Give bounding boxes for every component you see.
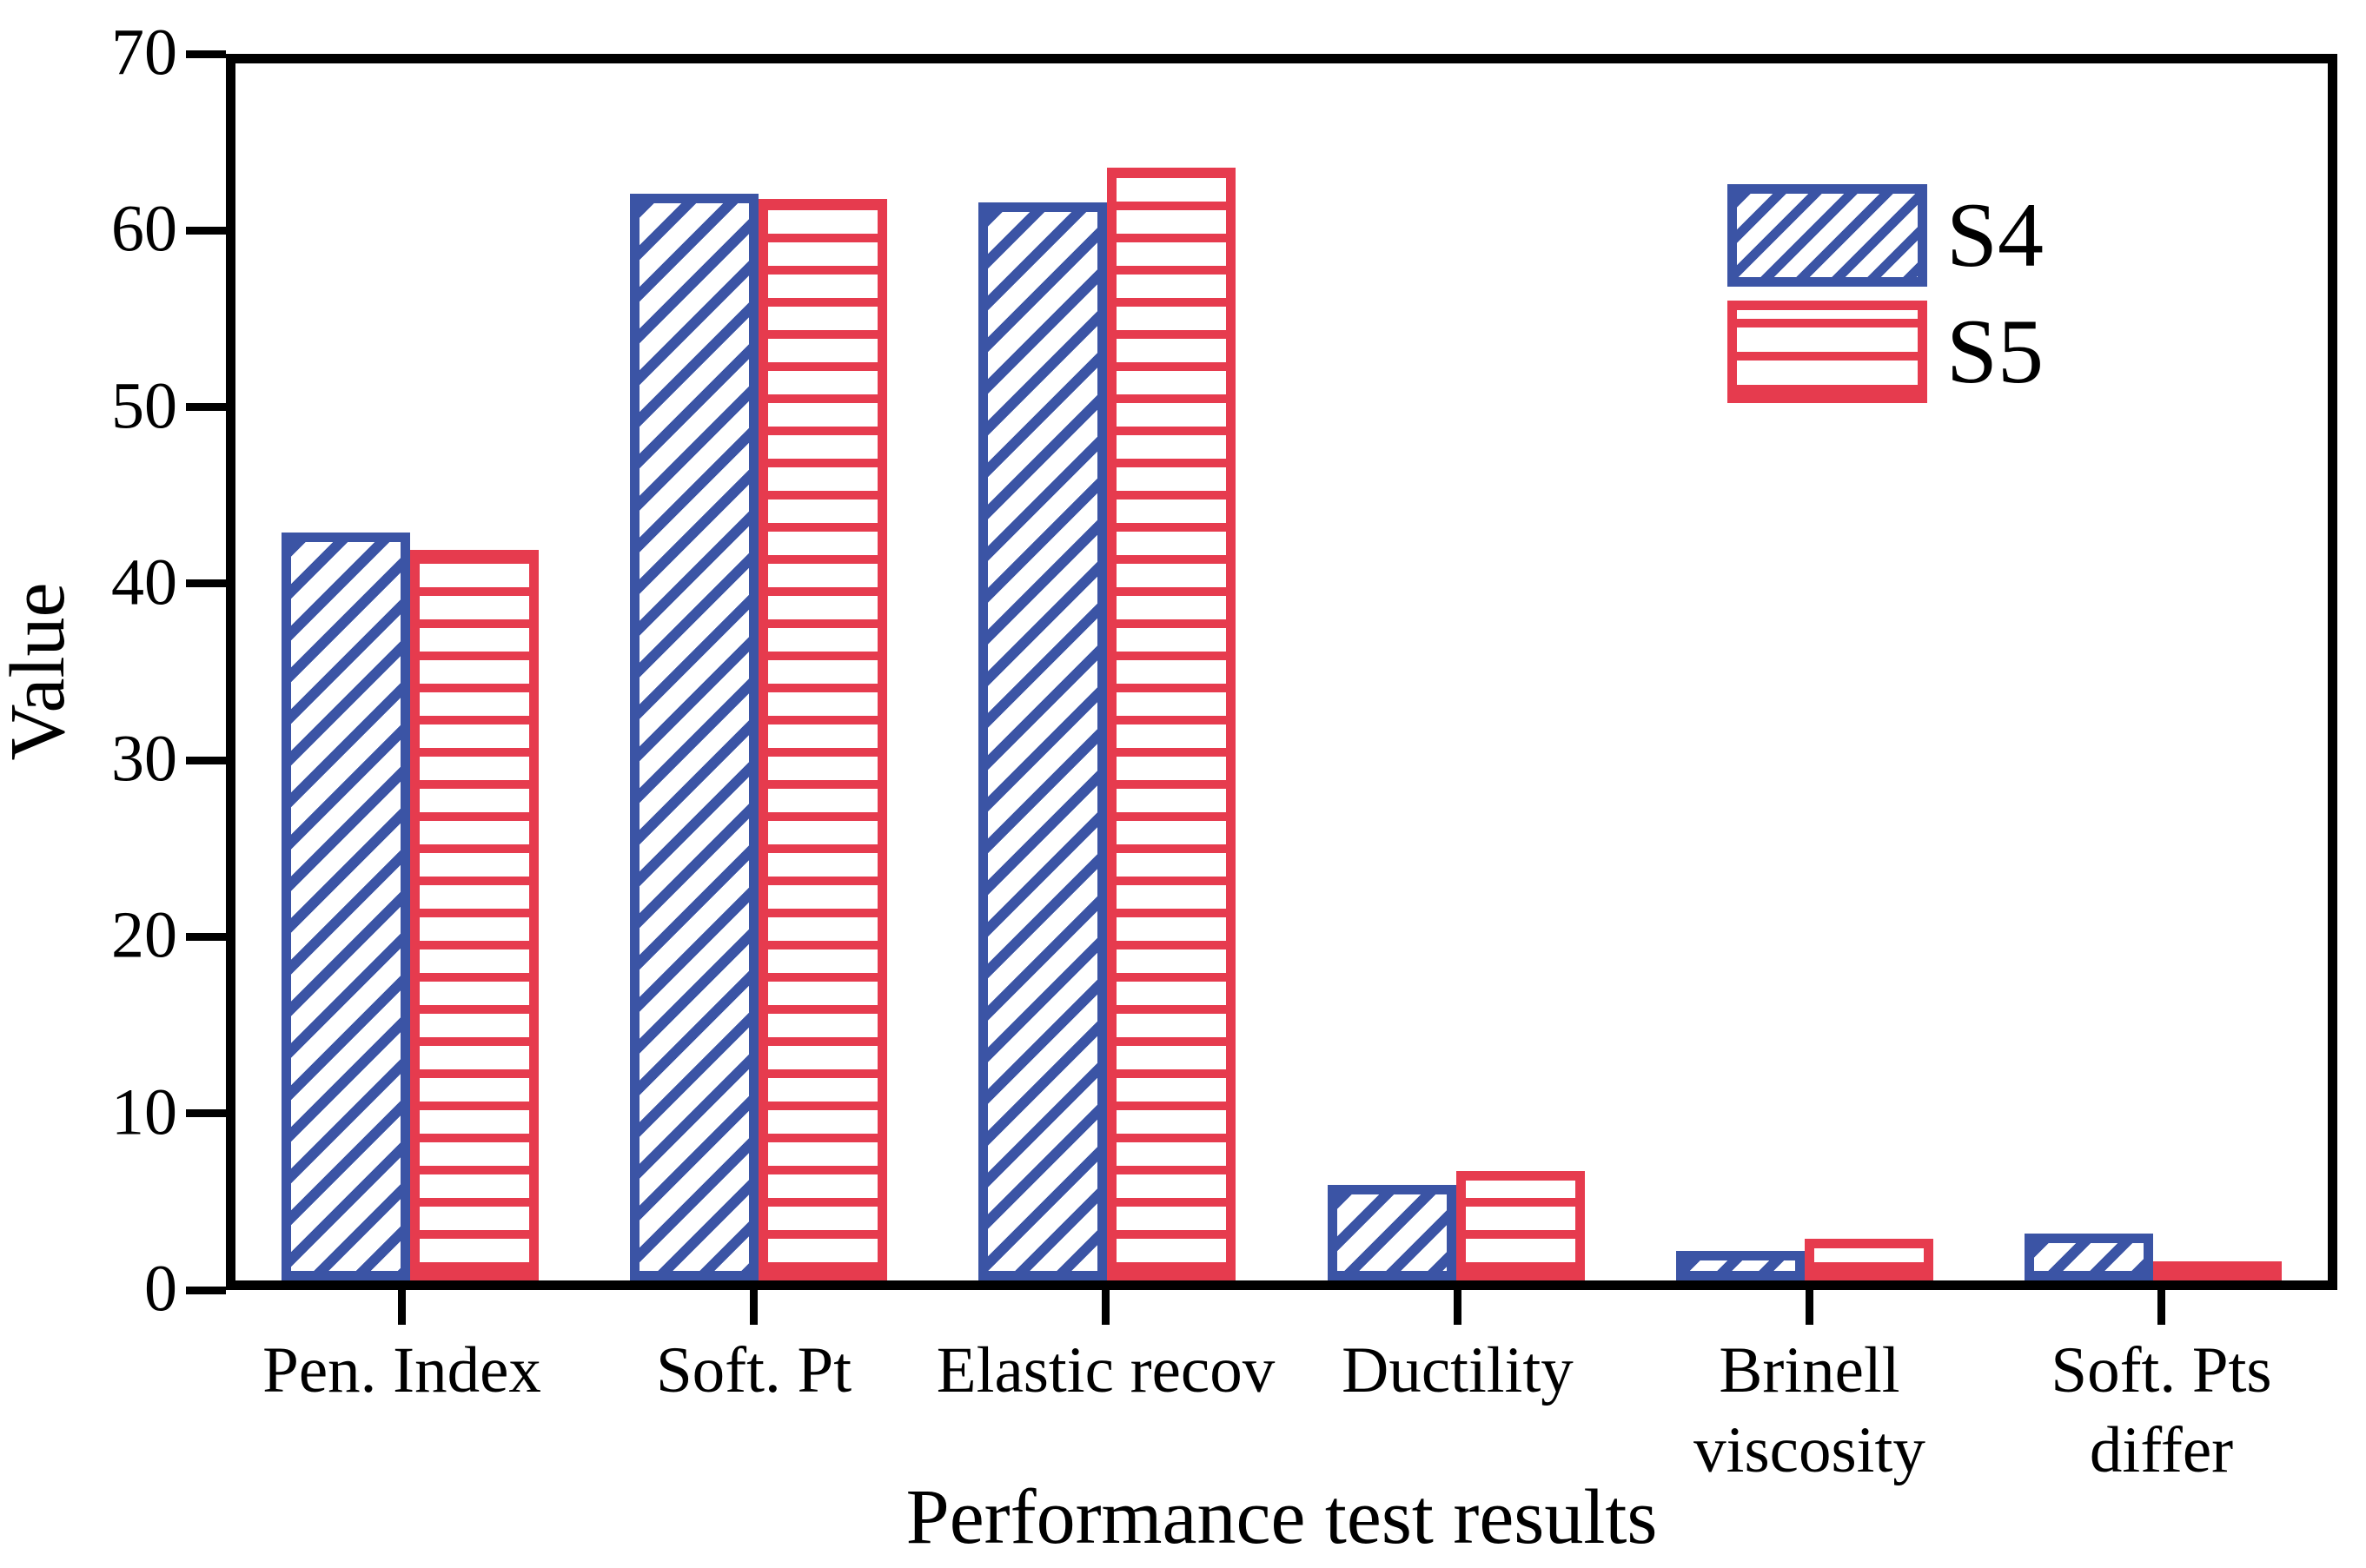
category-label-soft-pts-differ: Soft. Pts differ <box>2051 1334 2272 1486</box>
y-axis-title: Value <box>0 582 81 761</box>
y-tick-mark-60 <box>186 226 226 235</box>
y-tick-mark-40 <box>186 579 226 588</box>
bar-group-pen-index <box>235 63 584 1280</box>
bar-s5-ductility <box>1455 1171 1585 1280</box>
y-tick-label-0: 0 <box>144 1252 177 1326</box>
bar-s4-soft-pt <box>629 194 759 1280</box>
y-tick-label-30: 30 <box>111 722 177 796</box>
y-tick-label-70: 70 <box>111 16 177 89</box>
x-tick-mark-soft-pt <box>750 1290 758 1325</box>
plot-area <box>226 54 2337 1290</box>
y-tick-label-10: 10 <box>111 1075 177 1149</box>
bar-group-brinell-viscosity <box>1630 63 1978 1280</box>
y-tick-label-60: 60 <box>111 192 177 266</box>
category-label-soft-pt: Soft. Pt <box>655 1334 852 1406</box>
bar-s5-soft-pt <box>758 199 887 1280</box>
y-tick-label-40: 40 <box>111 546 177 619</box>
legend-item-s4: S4 <box>1727 184 2044 287</box>
y-tick-label-20: 20 <box>111 898 177 972</box>
bar-s4-pen-index <box>281 533 410 1280</box>
bar-s4-soft-pts-differ <box>2025 1234 2154 1280</box>
category-label-brinell-viscosity: Brinell viscosity <box>1693 1334 1925 1486</box>
bar-s5-soft-pts-differ <box>2153 1261 2283 1280</box>
x-tick-mark-elastic-recov <box>1102 1290 1110 1325</box>
y-tick-label-50: 50 <box>111 369 177 443</box>
y-tick-mark-30 <box>186 756 226 764</box>
category-label-ductility: Ductility <box>1342 1334 1574 1406</box>
category-label-elastic-recov: Elastic recov <box>936 1334 1276 1406</box>
y-tick-mark-50 <box>186 403 226 412</box>
x-tick-mark-soft-pts-differ <box>2157 1290 2165 1325</box>
bar-group-ductility <box>1282 63 1630 1280</box>
bars-layer <box>235 63 2328 1280</box>
bar-group-soft-pts-differ <box>1979 63 2328 1280</box>
y-tick-mark-70 <box>186 50 226 58</box>
legend-label-s5: S5 <box>1946 301 2044 402</box>
legend: S4 S5 <box>1727 184 2044 403</box>
category-label-pen-index: Pen. Index <box>262 1334 541 1406</box>
bar-s4-brinell-viscosity <box>1675 1251 1805 1280</box>
y-tick-mark-0 <box>186 1286 226 1294</box>
bar-s4-ductility <box>1327 1185 1456 1280</box>
legend-label-s4: S4 <box>1946 184 2044 286</box>
x-tick-mark-brinell-viscosity <box>1806 1290 1813 1325</box>
y-tick-mark-10 <box>186 1109 226 1118</box>
bar-s5-elastic-recov <box>1107 168 1236 1280</box>
bar-s5-brinell-viscosity <box>1804 1239 1933 1280</box>
x-tick-mark-pen-index <box>398 1290 406 1325</box>
legend-swatch-s5-horizontal-hatch-icon <box>1727 301 1927 403</box>
bar-s4-elastic-recov <box>978 202 1108 1280</box>
bar-group-elastic-recov <box>933 63 1282 1280</box>
y-tick-mark-20 <box>186 932 226 941</box>
legend-swatch-s4-diagonal-hatch-icon <box>1727 184 1927 287</box>
bar-s5-pen-index <box>409 550 539 1280</box>
x-tick-mark-ductility <box>1454 1290 1461 1325</box>
bar-group-soft-pt <box>584 63 932 1280</box>
x-axis-title: Performance test results <box>905 1474 1658 1560</box>
legend-item-s5: S5 <box>1727 301 2044 403</box>
